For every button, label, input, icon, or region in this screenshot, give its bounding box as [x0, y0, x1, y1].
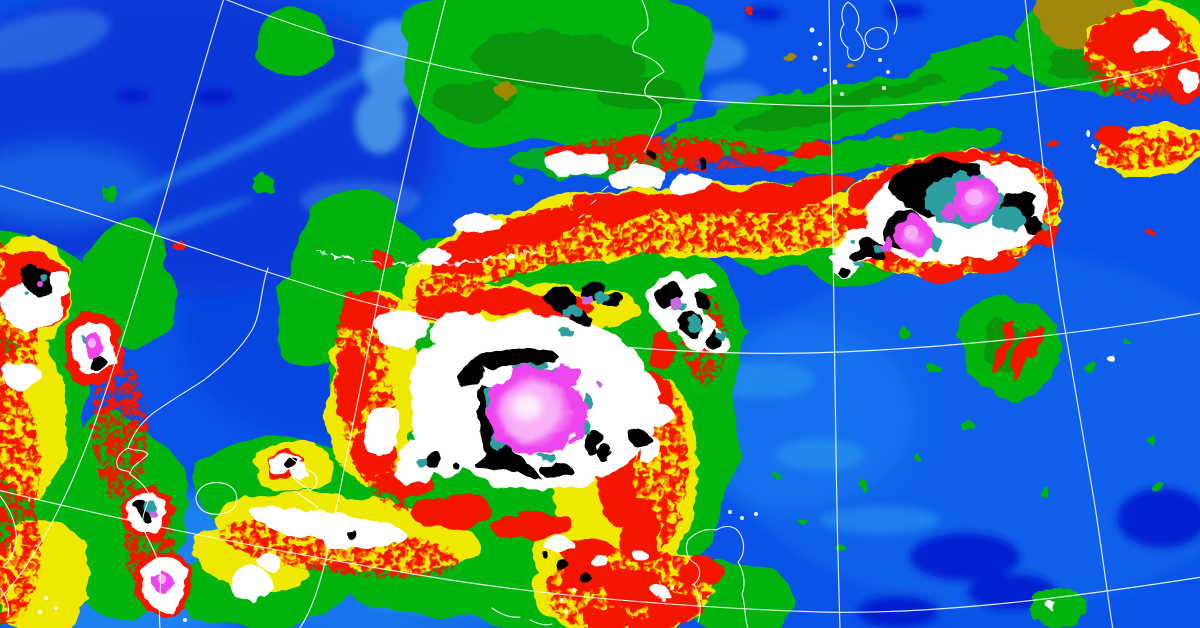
green-patch-west	[255, 10, 335, 74]
parallel-1	[225, 0, 1200, 107]
meridian-1	[0, 0, 224, 599]
magenta-core-layer	[37, 177, 999, 594]
meridian-4	[1024, 0, 1114, 628]
small-cell-left-2	[250, 175, 276, 195]
meridian-2	[298, 0, 447, 628]
luzon-west-coast	[685, 539, 701, 623]
sw-cell-pale	[158, 574, 166, 584]
china-coastline	[632, 0, 665, 153]
sw-islet-chain	[491, 607, 553, 626]
small-cell-se	[1030, 588, 1086, 628]
ne-core-2-pale	[904, 225, 918, 239]
core-protrusion	[553, 366, 579, 388]
meridian-3	[828, 0, 841, 628]
left-cell-b-pale	[88, 338, 96, 348]
china-coast-islands	[569, 159, 637, 233]
left-edge-band	[0, 242, 41, 627]
parallel-3	[0, 489, 1200, 613]
white-cirrus-filament	[317, 250, 546, 267]
island-arc-north	[839, 1, 865, 61]
hainan-island	[195, 481, 238, 515]
ne-cluster-core-4	[882, 237, 894, 251]
small-cell-left-1	[101, 186, 119, 200]
ne-core-1-pale	[965, 189, 983, 205]
core-hook-tail	[569, 390, 588, 445]
left-cell-a-core	[37, 281, 43, 287]
islet-dots-luzon	[38, 510, 758, 622]
island-peninsula	[889, 0, 898, 35]
violet-specks	[148, 296, 682, 518]
coastline-layer	[0, 0, 898, 628]
ne-cluster-core-3	[942, 205, 958, 221]
core-center	[512, 394, 542, 420]
green-scattered-specks	[101, 175, 1164, 628]
tonkin-coast	[287, 454, 319, 509]
luzon-east-coast	[687, 525, 749, 628]
left-edge-coast	[0, 495, 17, 617]
delta-wiggle	[116, 447, 131, 475]
island-arc-north-2	[864, 27, 889, 50]
parallel-2	[0, 184, 1200, 354]
islet-dots-north	[809, 27, 890, 96]
vietnam-coastline	[127, 267, 269, 628]
